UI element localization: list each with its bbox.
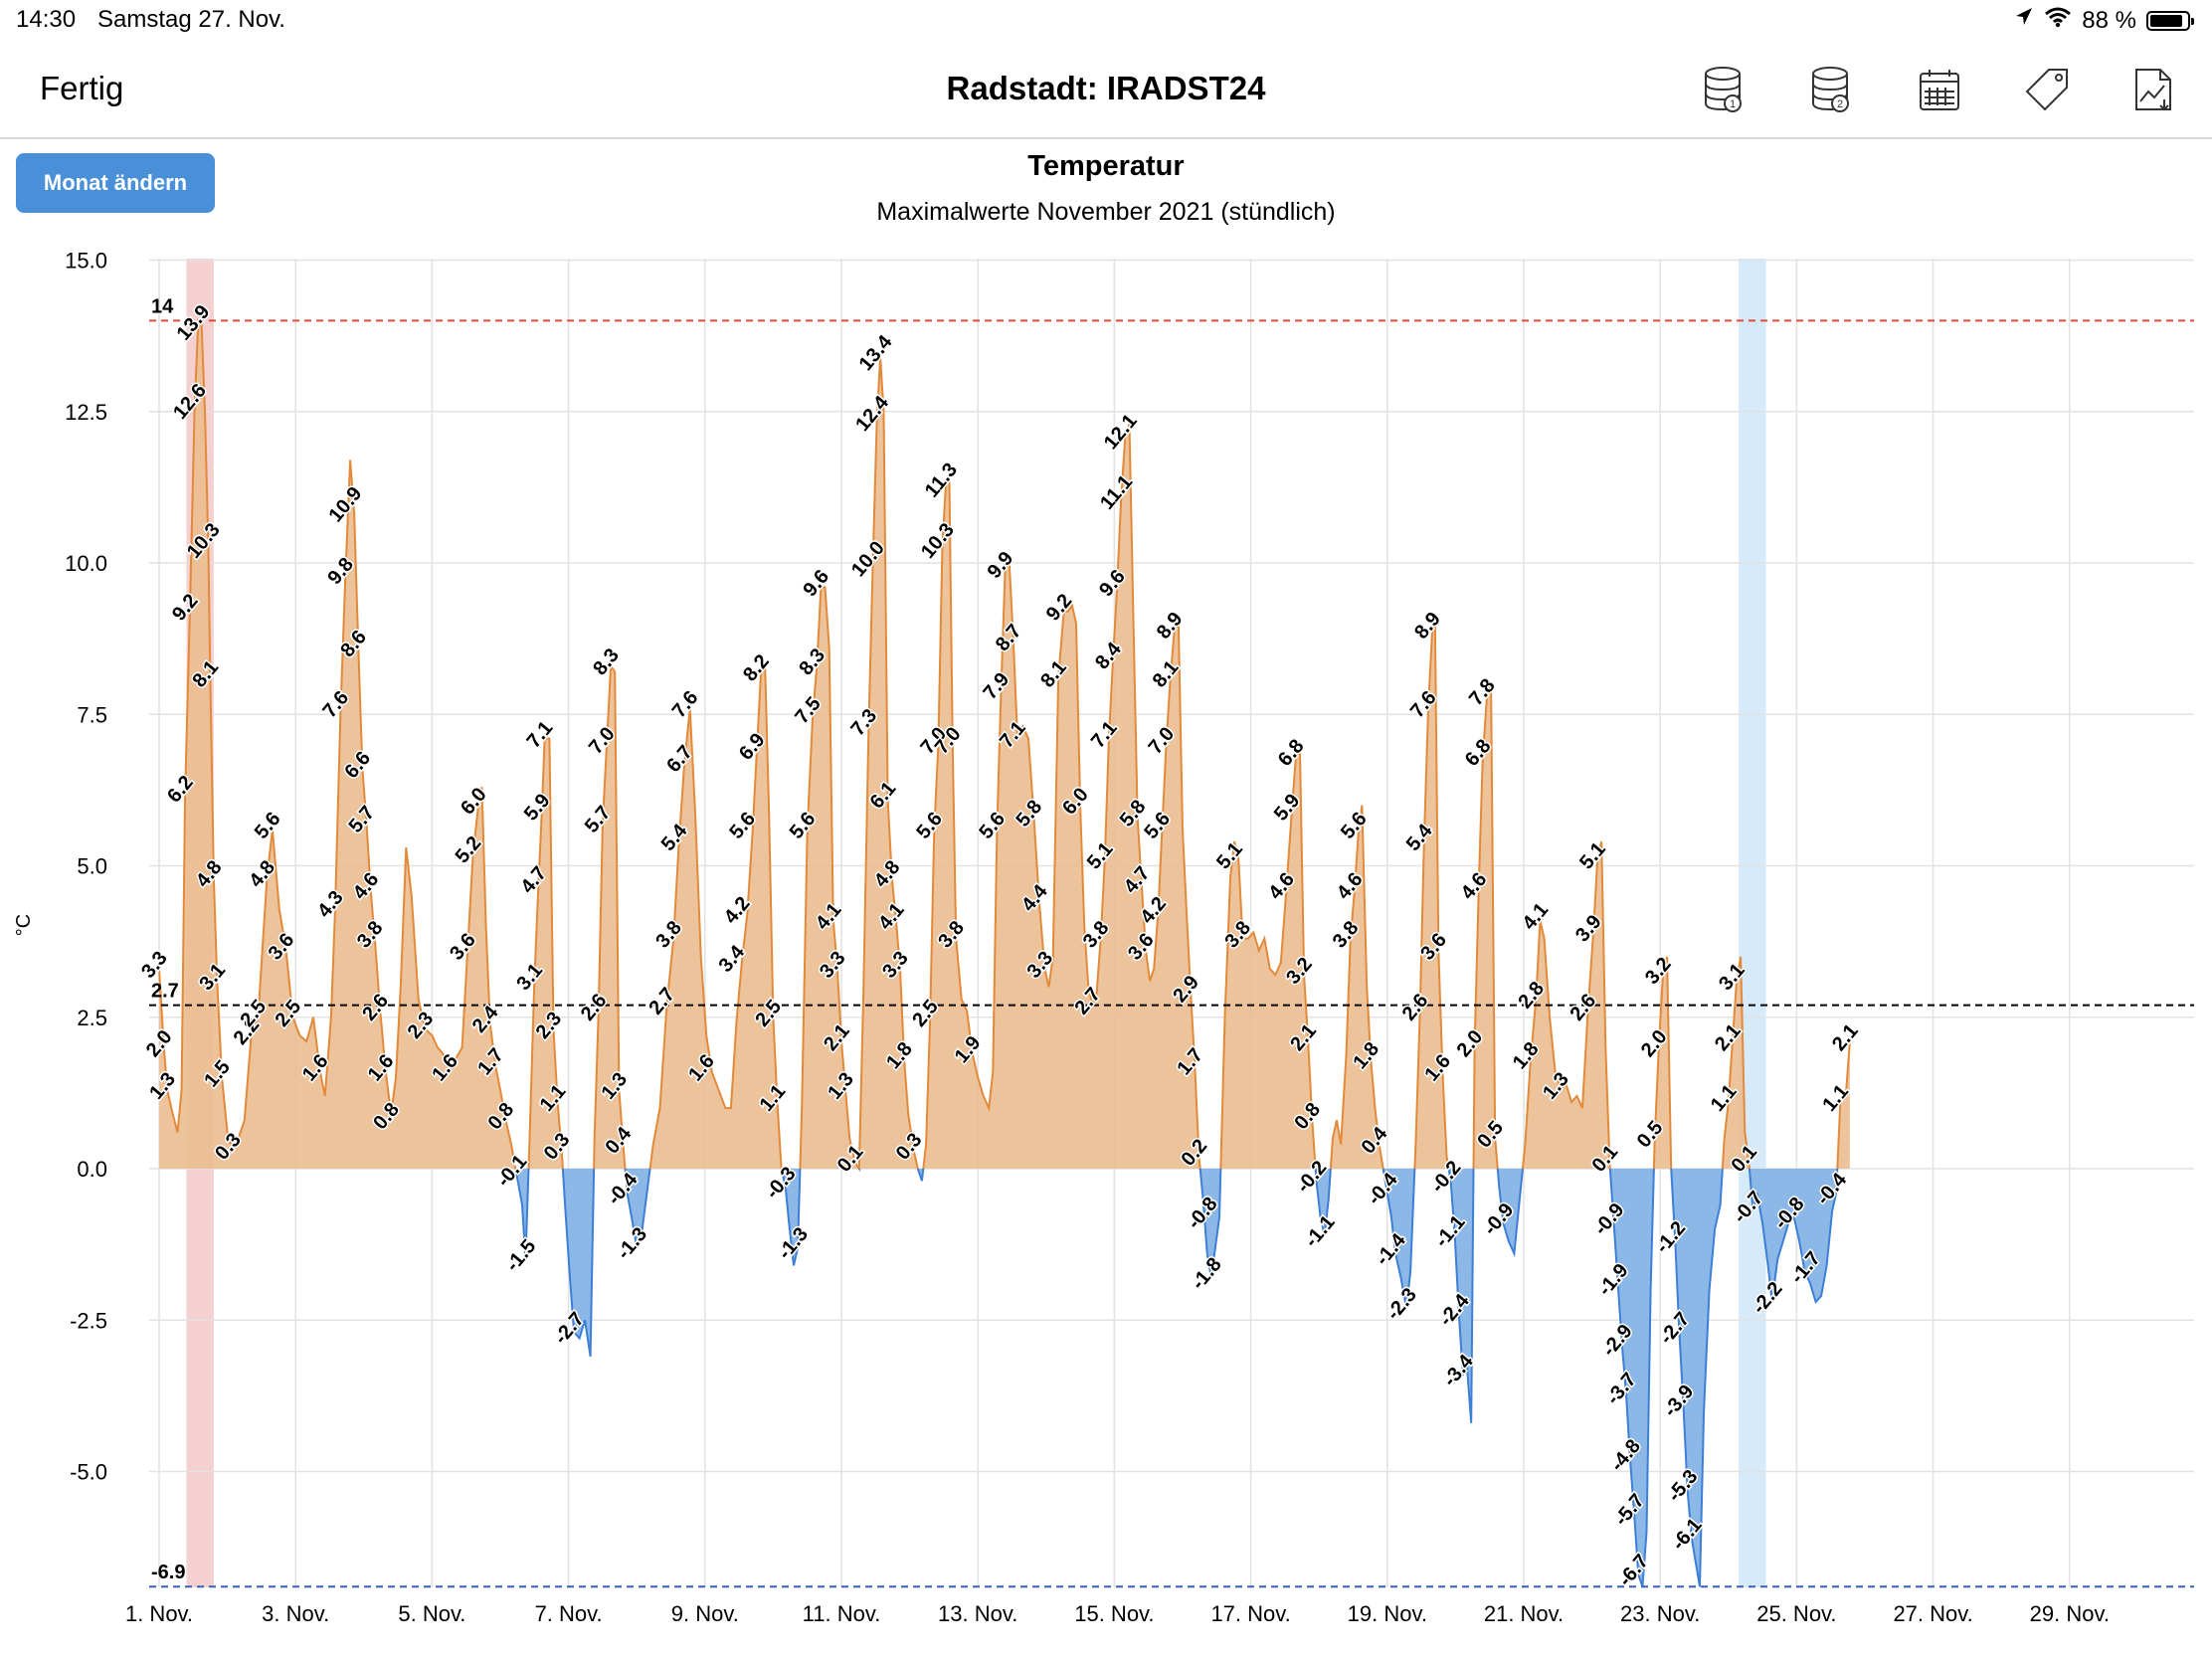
x-tick-label: 5. Nov. bbox=[398, 1601, 465, 1626]
temperature-chart: 14 2.7 -6.9 15.0 12.5 10.0 7.5 5.0 2.5 0.0 -2.5 -5… bbox=[13, 150, 2194, 1626]
y-tick-label: 0.0 bbox=[77, 1157, 107, 1182]
chart-title: Temperatur bbox=[1027, 150, 1184, 182]
positive-temperature-area bbox=[159, 320, 1850, 1169]
data-label: 8.3 bbox=[589, 645, 624, 679]
x-tick-label: 15. Nov. bbox=[1074, 1601, 1154, 1626]
data-label: 9.9 bbox=[984, 547, 1018, 582]
data-label: -6.7 bbox=[1614, 1551, 1653, 1591]
battery-fill bbox=[2150, 14, 2182, 27]
x-tick-label: 19. Nov. bbox=[1348, 1601, 1427, 1626]
tag-icon[interactable] bbox=[2019, 62, 2075, 117]
y-tick-label: -5.0 bbox=[70, 1460, 107, 1485]
data-label: 7.1 bbox=[523, 717, 558, 752]
y-tick-label: -2.5 bbox=[70, 1308, 107, 1333]
x-tick-label: 23. Nov. bbox=[1620, 1601, 1700, 1626]
data-label: 8.2 bbox=[739, 650, 774, 685]
y-tick-label: 7.5 bbox=[77, 702, 107, 727]
data-label: 12.1 bbox=[1100, 410, 1142, 454]
wifi-icon bbox=[2044, 6, 2072, 35]
battery-icon bbox=[2146, 10, 2194, 31]
data-label: -2.3 bbox=[1382, 1284, 1421, 1325]
data-label: -1.3 bbox=[774, 1223, 813, 1264]
data-label: 11.3 bbox=[921, 459, 962, 501]
y-tick-label: 2.5 bbox=[77, 1006, 107, 1030]
data-label: 3.3 bbox=[137, 947, 172, 982]
x-tick-label: 25. Nov. bbox=[1756, 1601, 1836, 1626]
negative-temperature-area bbox=[159, 1169, 1850, 1587]
data-label: 7.8 bbox=[1465, 674, 1500, 709]
data-label: -1.1 bbox=[1301, 1211, 1340, 1252]
data-label: 9.6 bbox=[799, 566, 833, 601]
data-label: -1.8 bbox=[1188, 1253, 1226, 1294]
data-label: 8.9 bbox=[1410, 608, 1445, 643]
status-right: 88 % bbox=[2014, 6, 2194, 35]
data-label: 13.4 bbox=[855, 330, 897, 375]
x-tick-label: 3. Nov. bbox=[262, 1601, 329, 1626]
location-icon bbox=[2014, 6, 2034, 35]
navigation-bar: Fertig Radstadt: IRADST24 1 2 bbox=[0, 40, 2212, 139]
data-label: 1.3 bbox=[145, 1068, 180, 1103]
data-label: 2.0 bbox=[142, 1026, 177, 1061]
x-tick-label: 21. Nov. bbox=[1484, 1601, 1564, 1626]
y-tick-label: 12.5 bbox=[65, 400, 107, 425]
data-label: 6.8 bbox=[1274, 735, 1309, 770]
y-axis-label: °C bbox=[13, 914, 35, 936]
database-1-icon[interactable]: 1 bbox=[1697, 62, 1752, 117]
data-label: 6.0 bbox=[457, 784, 491, 819]
x-tick-label: 17. Nov. bbox=[1210, 1601, 1290, 1626]
max-reference-label: 14 bbox=[151, 295, 174, 317]
data-label: 2.1 bbox=[1828, 1020, 1863, 1055]
status-bar: 14:30 Samstag 27. Nov. 88 % bbox=[0, 0, 2212, 40]
svg-text:1: 1 bbox=[1730, 98, 1736, 110]
data-label: -1.5 bbox=[501, 1235, 540, 1276]
data-label: 8.7 bbox=[992, 621, 1026, 655]
calendar-icon[interactable] bbox=[1912, 62, 1967, 117]
temperature-line-positive bbox=[158, 316, 1851, 1169]
x-tick-label: 1. Nov. bbox=[125, 1601, 193, 1626]
x-tick-label: 11. Nov. bbox=[803, 1601, 881, 1626]
data-label: 5.6 bbox=[251, 808, 285, 842]
status-time: 14:30 bbox=[16, 6, 77, 33]
data-label: 10.9 bbox=[325, 482, 367, 526]
data-label: 7.6 bbox=[668, 687, 703, 722]
min-highlight-band bbox=[1739, 259, 1766, 1587]
data-label: 5.6 bbox=[1337, 808, 1372, 842]
x-tick-label: 27. Nov. bbox=[1893, 1601, 1972, 1626]
status-date: Samstag 27. Nov. bbox=[97, 6, 285, 33]
done-button[interactable]: Fertig bbox=[40, 70, 124, 106]
y-tick-label: 5.0 bbox=[77, 854, 107, 879]
data-label: 8.9 bbox=[1153, 608, 1188, 643]
data-label: 12.4 bbox=[851, 391, 893, 436]
x-tick-label: 13. Nov. bbox=[938, 1601, 1017, 1626]
x-tick-label: 29. Nov. bbox=[2030, 1601, 2110, 1626]
min-reference-label: -6.9 bbox=[151, 1562, 185, 1583]
change-month-button[interactable]: Monat ändern bbox=[16, 153, 215, 213]
x-tick-label: 9. Nov. bbox=[671, 1601, 739, 1626]
y-tick-label: 10.0 bbox=[65, 551, 107, 576]
chart-subtitle: Maximalwerte November 2021 (stündlich) bbox=[876, 198, 1335, 226]
toolbar-icons: 1 2 bbox=[1697, 62, 2182, 117]
mean-reference-label: 2.7 bbox=[151, 981, 179, 1003]
chart-export-icon[interactable] bbox=[2126, 62, 2182, 117]
data-label: -1.3 bbox=[613, 1223, 651, 1264]
y-tick-label: 15.0 bbox=[65, 249, 107, 274]
svg-text:2: 2 bbox=[1837, 98, 1843, 110]
data-label: 5.1 bbox=[1575, 838, 1610, 873]
x-tick-label: 7. Nov. bbox=[535, 1601, 603, 1626]
database-2-icon[interactable]: 2 bbox=[1804, 62, 1860, 117]
data-label: 10.3 bbox=[917, 519, 959, 563]
data-label: 5.1 bbox=[1212, 838, 1247, 873]
battery-percent: 88 % bbox=[2082, 6, 2136, 34]
data-label: 3.2 bbox=[1641, 953, 1676, 988]
